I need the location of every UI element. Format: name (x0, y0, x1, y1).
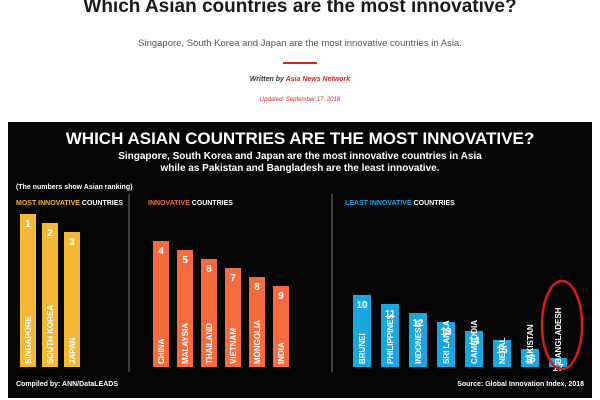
rank-label-vietnam: 7 (230, 273, 236, 284)
rank-label-china: 4 (158, 246, 164, 257)
bar-mongolia (249, 277, 265, 367)
rank-label-philippines: 11 (385, 309, 396, 320)
rank-label-cambodia: 14 (468, 336, 480, 347)
bar-malaysia (177, 250, 193, 367)
bar-south-korea (42, 223, 58, 367)
bar-sri-lanka (437, 322, 455, 367)
rank-label-malaysia: 5 (182, 255, 188, 266)
category-label-indonesia: INDONESIA (414, 319, 423, 364)
bar-bangladesh (549, 358, 567, 367)
category-label-sri-lanka: SRI LANKA (442, 320, 451, 364)
bar-india (273, 286, 289, 367)
rank-label-pakistan: 16 (524, 354, 536, 365)
title-divider (283, 62, 317, 64)
rank-label-india: 9 (278, 291, 284, 302)
rank-label-brunei: 10 (356, 300, 368, 311)
infographic-panel: WHICH ASIAN COUNTRIES ARE THE MOST INNOV… (8, 122, 592, 398)
bar-china (153, 241, 169, 367)
category-label-cambodia: CAMBODIA (470, 320, 479, 364)
written-by-label: Written by (249, 76, 284, 83)
infographic-subtitle-1: Singapore, South Korea and Japan are the… (118, 151, 482, 162)
rank-label-sri-lanka: 13 (440, 327, 452, 338)
category-label-china: CHINA (157, 338, 166, 364)
category-label-mongolia: MONGOLIA (253, 320, 262, 364)
category-label-india: INDIA (277, 342, 286, 364)
category-label-vietnam: VIETNAM (229, 328, 238, 364)
bar-singapore (20, 214, 36, 367)
rank-label-south-korea: 2 (47, 228, 53, 239)
rank-label-indonesia: 12 (412, 318, 424, 329)
rank-label-singapore: 1 (25, 219, 31, 230)
bar-thailand (201, 259, 217, 367)
category-label-thailand: THAILAND (205, 323, 214, 364)
least-innovative-heading: LEAST INNOVATIVE COUNTRIES (345, 200, 455, 207)
ranking-note: (The numbers show Asian ranking) (16, 184, 132, 191)
category-label-brunei: BRUNEI (358, 333, 367, 364)
author-link[interactable]: Asia News Network (285, 76, 351, 83)
category-label-japan: JAPAN (68, 337, 77, 364)
source-line: Source: Global Innovation Index, 2018 (457, 381, 584, 388)
credit-line: Compiled by: ANN/DataLEADS (16, 381, 118, 388)
infographic-title: WHICH ASIAN COUNTRIES ARE THE MOST INNOV… (66, 129, 534, 148)
most-innovative-heading: MOST INNOVATIVE COUNTRIES (16, 200, 123, 207)
article-headline: Which Asian countries are the most innov… (83, 0, 517, 17)
category-label-pakistan: PAKISTAN (526, 324, 535, 364)
category-label-malaysia: MALAYSIA (181, 323, 190, 364)
bar-nepal (493, 340, 511, 367)
updated-date: Updated: September 17, 2018 (259, 97, 341, 103)
category-label-bangladesh: BANGLADESH (554, 307, 563, 364)
article-byline: Written by Asia News Network (0, 76, 600, 83)
category-label-singapore: SINGAPORE (24, 315, 33, 364)
bar-pakistan (521, 349, 539, 367)
bar-cambodia (465, 331, 483, 367)
rank-label-mongolia: 8 (254, 282, 260, 293)
bar-japan (64, 232, 80, 367)
category-label-philippines: PHILIPPINES (386, 314, 395, 364)
bar-brunei (353, 295, 371, 367)
infographic-subtitle-2: while as Pakistan and Bangladesh are the… (160, 163, 440, 174)
bar-indonesia (409, 313, 427, 367)
article-subheadline: Singapore, South Korea and Japan are the… (138, 38, 462, 49)
category-label-nepal: NEPAL (498, 337, 507, 364)
category-label-south-korea: SOUTH KOREA (46, 305, 55, 364)
rank-label-nepal: 15 (496, 345, 508, 356)
innovative-heading: INNOVATIVE COUNTRIES (148, 200, 233, 207)
rank-label-japan: 3 (69, 237, 75, 248)
innovation-chart: WHICH ASIAN COUNTRIES ARE THE MOST INNOV… (16, 129, 584, 388)
bar-philippines (381, 304, 399, 367)
rank-label-thailand: 6 (206, 264, 212, 275)
highlight-circle (540, 279, 584, 371)
bar-vietnam (225, 268, 241, 367)
